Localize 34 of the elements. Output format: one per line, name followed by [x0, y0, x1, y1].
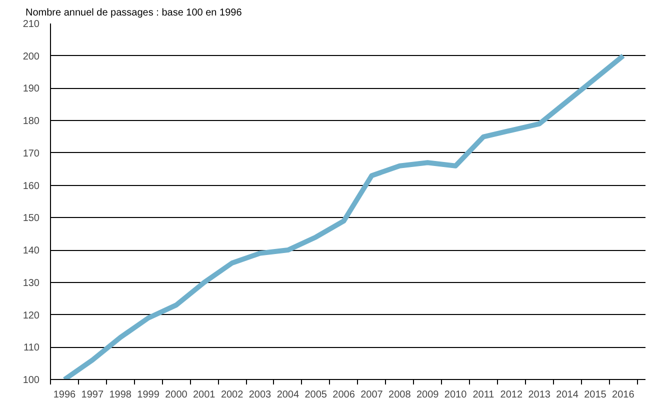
- x-tick-label: 2001: [193, 390, 216, 400]
- y-tick-label: 210: [22, 19, 40, 30]
- x-tick-label: 1999: [137, 390, 160, 400]
- x-tick-label: 2003: [248, 390, 272, 400]
- x-tick-label: 2006: [332, 390, 356, 400]
- x-tick-label: 1998: [109, 390, 132, 400]
- y-tick-label: 150: [22, 213, 40, 224]
- x-tick-label: 2008: [388, 390, 412, 400]
- y-tick-label: 130: [22, 278, 40, 289]
- x-tick-label: 1996: [53, 390, 76, 400]
- y-tick-label: 100: [22, 375, 40, 386]
- chart-title: Nombre annuel de passages : base 100 en 1996: [26, 8, 242, 18]
- x-tick-label: 2004: [276, 390, 300, 400]
- y-tick-label: 120: [22, 310, 40, 322]
- x-tick-label: 2010: [444, 390, 468, 400]
- y-tick-label: 190: [22, 84, 40, 95]
- x-tick-label: 2012: [500, 390, 523, 400]
- x-tick-label: 2009: [416, 390, 440, 400]
- y-tick-label: 110: [24, 342, 40, 354]
- x-tick-label: 2000: [165, 390, 188, 400]
- x-tick-label: 2011: [472, 390, 495, 400]
- x-tick-label: 2007: [360, 390, 384, 400]
- x-tick-label: 2014: [556, 390, 579, 400]
- x-tick-label: 2016: [612, 390, 635, 400]
- x-tick-label: 2005: [304, 390, 328, 400]
- y-tick-label: 170: [22, 148, 40, 160]
- x-tick-label: 2002: [220, 390, 244, 400]
- y-tick-label: 160: [22, 180, 40, 192]
- y-tick-label: 180: [22, 116, 40, 128]
- x-tick-label: 1997: [81, 390, 104, 400]
- y-tick-label: 140: [22, 246, 40, 257]
- x-tick-label: 2013: [528, 390, 551, 400]
- y-tick-label: 200: [22, 51, 40, 62]
- x-tick-label: 2015: [584, 390, 607, 400]
